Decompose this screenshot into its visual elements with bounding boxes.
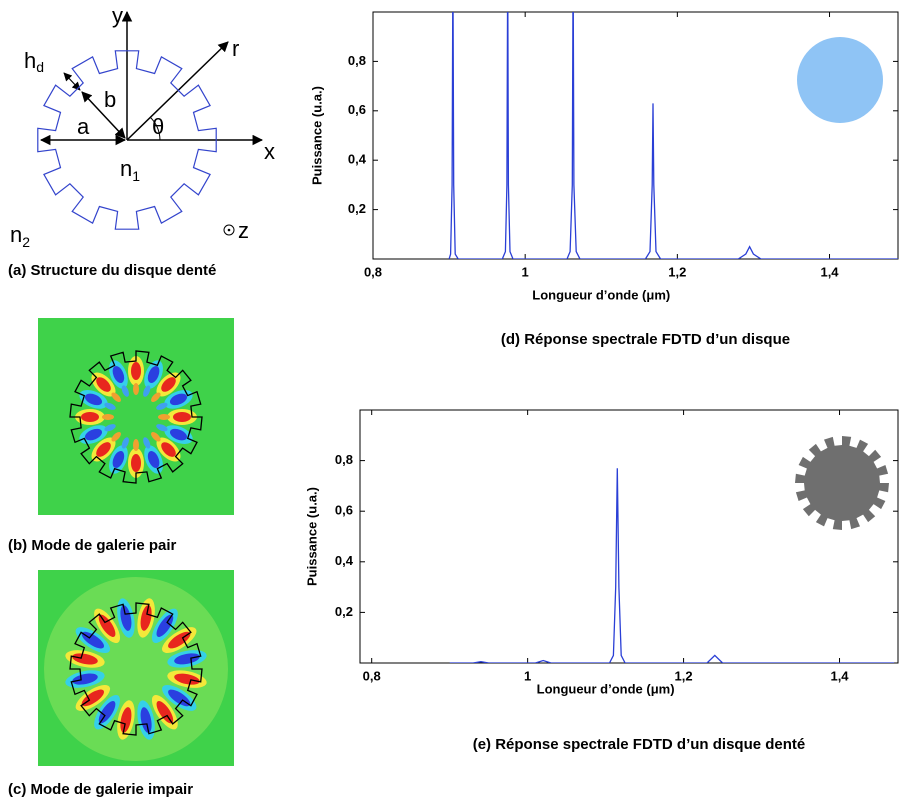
field-inner-lobe [156,424,168,432]
inset-toothed-disk [795,436,889,530]
y-axis-label: Puissance (u.a.) [309,86,324,185]
y-tick-label: 0,6 [335,503,353,518]
inset-disk [797,37,883,123]
y-tick-label: 0,4 [335,553,354,568]
field-lobe [161,442,176,457]
label-h: hd [24,48,44,75]
x-tick-label: 1,4 [820,264,839,279]
field-lobe [147,365,160,384]
field-inner-lobe [121,385,129,397]
field-lobe [131,362,141,380]
field-inner-lobe [158,414,170,420]
field-inner-lobe [156,402,168,410]
label-r: r [232,36,239,61]
label-a: a [77,114,90,139]
field-lobe [120,707,132,733]
y-tick-label: 0,2 [348,201,366,216]
label-n1-base: n [120,156,132,181]
field-lobe [161,377,176,392]
caption-a: (a) Structure du disque denté [8,262,216,279]
y-tick-label: 0,8 [335,452,353,467]
field-inner-lobe [121,437,129,449]
y-tick-label: 0,6 [348,102,366,117]
b-arrow [81,91,126,139]
field-lobe [174,673,200,685]
toothed-disk-outline [37,50,217,230]
label-n2-sub: 2 [22,234,30,250]
field-lobe [96,377,111,392]
field-background [38,318,234,515]
x-tick-label: 0,8 [364,264,382,279]
field-lobe [84,393,103,406]
field-lobe [140,605,152,631]
toothed-disk-contour [69,602,203,736]
y-tick-label: 0,4 [348,152,367,167]
field-lobe [84,428,103,441]
x-axis-label: Longueur d’onde (μm) [537,681,675,696]
field-map-even [38,318,234,515]
field-lobe [169,428,188,441]
caption-c: (c) Mode de galerie impair [8,781,193,798]
caption-b: (b) Mode de galerie pair [8,537,177,554]
x-tick-label: 1,2 [668,264,686,279]
x-tick-label: 1,4 [830,668,849,683]
field-inner-lobe [143,385,151,397]
spectrum-line [448,12,898,259]
toothed-disk-contour [69,350,203,484]
x-tick-label: 1 [522,264,529,279]
field-lobe [174,653,200,665]
label-n2-base: n [10,222,22,247]
label-y: y [112,3,123,28]
x-tick-label: 1,2 [675,668,693,683]
field-lobe [147,450,160,469]
field-lobe [96,442,111,457]
z-symbol-dot [227,228,231,232]
field-lobe [81,412,99,422]
field-lobe [173,412,191,422]
theta-arc [149,116,161,141]
field-inner-lobe [133,439,139,451]
field-inner-lobe [143,437,151,449]
field-inner-lobe [104,424,116,432]
spectrum-line [449,468,895,663]
structure-diagram: y r hd b a θ x n1 n2 z (a) Structure du … [8,3,275,279]
field-lobe [140,707,152,733]
field-lobe [169,393,188,406]
x-tick-label: 0,8 [363,668,381,683]
label-theta: θ [152,114,164,139]
r-arrow [126,41,229,141]
label-b: b [104,87,116,112]
field-lobe [120,605,132,631]
hd-arrow [63,72,81,91]
label-z: z [238,218,249,243]
field-inner-lobe [151,392,161,402]
y-tick-label: 0,2 [335,604,353,619]
x-axis-label: Longueur d’onde (μm) [532,287,670,302]
field-inner-lobe [102,414,114,420]
field-inner-lobe [111,432,121,442]
chart-caption: (d) Réponse spectrale FDTD d’un disque [501,331,790,348]
y-axis-label: Puissance (u.a.) [304,487,319,586]
label-n1: n1 [120,156,140,184]
z-symbol [223,224,235,236]
field-lobe [72,673,98,685]
label-n2: n2 [10,222,30,250]
chart-caption: (e) Réponse spectrale FDTD d’un disque d… [473,736,806,753]
field-inner-lobe [111,392,121,402]
field-lobe [72,653,98,665]
label-n1-sub: 1 [132,168,140,184]
field-lobe [131,454,141,472]
label-h-sub: d [36,59,44,75]
field-lobe [112,365,125,384]
x-tick-label: 1 [524,668,531,683]
field-inner-lobe [104,402,116,410]
field-map-odd [38,570,234,766]
label-x: x [264,139,275,164]
y-tick-label: 0,8 [348,53,366,68]
field-lobe [112,450,125,469]
field-inner-lobe [133,383,139,395]
field-inner-lobe [151,432,161,442]
label-h-base: h [24,48,36,73]
